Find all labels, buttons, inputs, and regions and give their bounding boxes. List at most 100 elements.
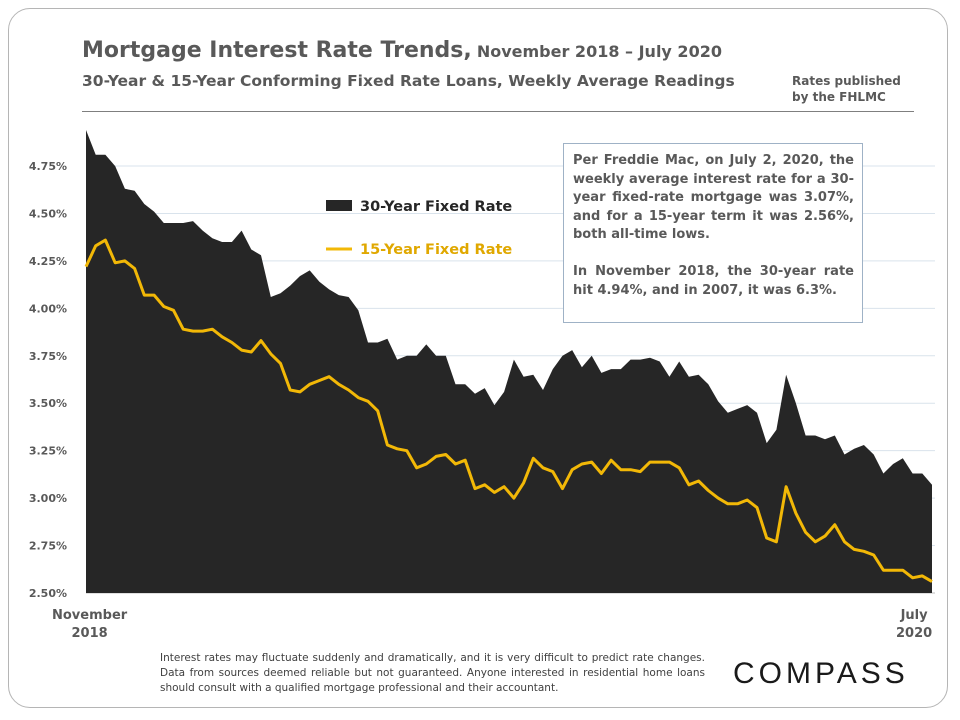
point-15yr (571, 469, 573, 471)
x-label-end: July 2020 (896, 607, 932, 643)
point-15yr (260, 340, 262, 342)
point-15yr (493, 491, 495, 493)
point-30yr (260, 254, 262, 256)
point-30yr (309, 269, 311, 271)
point-30yr (892, 463, 894, 465)
chart-subtitle: 30-Year & 15-Year Conforming Fixed Rate … (82, 72, 735, 90)
point-15yr (173, 309, 175, 311)
point-30yr (143, 203, 145, 205)
x-label-start-month: November (52, 608, 128, 623)
point-30yr (289, 285, 291, 287)
point-15yr (270, 353, 272, 355)
point-30yr (707, 383, 709, 385)
point-30yr (241, 230, 243, 232)
disclaimer-footnote: Interest rates may fluctuate suddenly an… (160, 652, 705, 694)
point-30yr (211, 237, 213, 239)
point-30yr (435, 355, 437, 357)
y-tick-label: 4.75% (29, 160, 67, 173)
point-15yr (435, 455, 437, 457)
point-15yr (630, 469, 632, 471)
point-30yr (416, 355, 418, 357)
point-15yr (386, 444, 388, 446)
point-15yr (591, 461, 593, 463)
point-30yr (746, 404, 748, 406)
point-15yr (104, 239, 106, 241)
point-30yr (921, 472, 923, 474)
title-main: Mortgage Interest Rate Trends, (82, 38, 472, 63)
point-30yr (532, 374, 534, 376)
point-15yr (134, 268, 136, 270)
point-15yr (143, 294, 145, 296)
point-30yr (756, 412, 758, 414)
point-15yr (688, 484, 690, 486)
point-15yr (581, 463, 583, 465)
point-15yr (561, 488, 563, 490)
point-30yr (95, 154, 97, 156)
point-30yr (474, 393, 476, 395)
point-30yr (785, 374, 787, 376)
point-15yr (182, 328, 184, 330)
point-30yr (202, 230, 204, 232)
legend-swatch-30yr (326, 200, 352, 211)
point-30yr (338, 294, 340, 296)
point-30yr (114, 165, 116, 167)
y-tick-label: 2.75% (29, 540, 67, 553)
point-30yr (484, 387, 486, 389)
point-15yr (746, 499, 748, 501)
point-30yr (668, 376, 670, 378)
point-15yr (484, 484, 486, 486)
point-15yr (318, 379, 320, 381)
point-15yr (659, 461, 661, 463)
point-30yr (795, 402, 797, 404)
y-tick-label: 4.00% (29, 302, 67, 315)
point-30yr (620, 368, 622, 370)
point-30yr (610, 368, 612, 370)
point-15yr (221, 336, 223, 338)
point-30yr (377, 342, 379, 344)
point-15yr (309, 383, 311, 385)
y-tick-label: 4.50% (29, 207, 67, 220)
point-15yr (464, 459, 466, 461)
point-30yr (591, 355, 593, 357)
slide-frame (8, 8, 948, 708)
point-15yr (707, 490, 709, 492)
point-30yr (163, 222, 165, 224)
point-30yr (814, 435, 816, 437)
point-30yr (513, 359, 515, 361)
point-15yr (717, 497, 719, 499)
point-30yr (221, 241, 223, 243)
point-30yr (630, 359, 632, 361)
point-30yr (581, 366, 583, 368)
point-15yr (620, 469, 622, 471)
point-15yr (328, 376, 330, 378)
point-30yr (85, 129, 87, 131)
point-30yr (834, 435, 836, 437)
annotation-paragraph-2: In November 2018, the 30-year rate hit 4… (573, 264, 854, 298)
point-15yr (882, 569, 884, 571)
point-30yr (445, 355, 447, 357)
point-15yr (824, 535, 826, 537)
point-15yr (795, 512, 797, 514)
point-30yr (396, 359, 398, 361)
point-15yr (921, 575, 923, 577)
point-15yr (241, 349, 243, 351)
point-15yr (805, 531, 807, 533)
point-15yr (785, 486, 787, 488)
point-30yr (318, 281, 320, 283)
legend-label-15yr: 15-Year Fixed Rate (360, 242, 512, 258)
legend: 30-Year Fixed Rate 15-Year Fixed Rate (326, 199, 512, 258)
point-30yr (348, 296, 350, 298)
point-30yr (600, 372, 602, 374)
point-30yr (561, 355, 563, 357)
point-30yr (843, 453, 845, 455)
source-note: Rates published by the FHLMC (792, 74, 901, 104)
point-15yr (396, 448, 398, 450)
x-label-start: November 2018 (52, 607, 127, 643)
point-15yr (523, 482, 525, 484)
point-15yr (727, 503, 729, 505)
point-30yr (824, 438, 826, 440)
point-30yr (299, 275, 301, 277)
point-30yr (493, 404, 495, 406)
point-30yr (737, 408, 739, 410)
legend-label-30yr: 30-Year Fixed Rate (360, 199, 512, 215)
